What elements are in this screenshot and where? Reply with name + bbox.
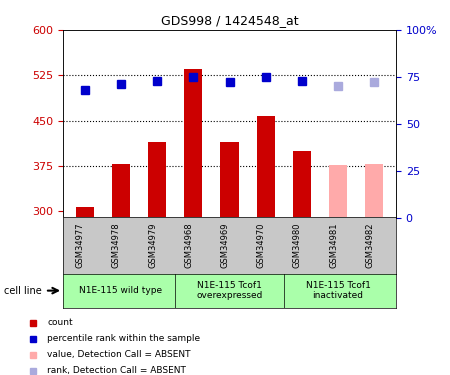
Text: N1E-115 wild type: N1E-115 wild type [79, 286, 162, 295]
Bar [256, 117, 275, 218]
Bar [365, 164, 383, 218]
Text: GSM34978: GSM34978 [112, 222, 121, 268]
Text: GSM34970: GSM34970 [256, 222, 266, 267]
Bar [148, 142, 166, 218]
Text: count: count [47, 318, 73, 327]
Text: N1E-115 Tcof1
inactivated: N1E-115 Tcof1 inactivated [306, 281, 370, 300]
Bar [220, 142, 238, 218]
Text: rank, Detection Call = ABSENT: rank, Detection Call = ABSENT [47, 366, 186, 375]
Text: GSM34968: GSM34968 [184, 222, 194, 268]
Text: GSM34979: GSM34979 [148, 222, 157, 267]
Bar [76, 207, 94, 218]
Text: GSM34977: GSM34977 [76, 222, 85, 268]
Text: GSM34969: GSM34969 [220, 222, 230, 267]
Text: percentile rank within the sample: percentile rank within the sample [47, 334, 200, 343]
Text: N1E-115 Tcof1
overexpressed: N1E-115 Tcof1 overexpressed [196, 281, 263, 300]
Text: GSM34980: GSM34980 [293, 222, 302, 267]
Text: GSM34981: GSM34981 [329, 222, 338, 267]
Text: cell line: cell line [4, 286, 42, 296]
Bar [184, 69, 202, 218]
Title: GDS998 / 1424548_at: GDS998 / 1424548_at [161, 15, 298, 27]
Text: GSM34982: GSM34982 [365, 222, 374, 267]
Bar [293, 151, 311, 217]
Bar [112, 164, 130, 218]
Bar [329, 165, 347, 218]
Text: value, Detection Call = ABSENT: value, Detection Call = ABSENT [47, 350, 191, 359]
